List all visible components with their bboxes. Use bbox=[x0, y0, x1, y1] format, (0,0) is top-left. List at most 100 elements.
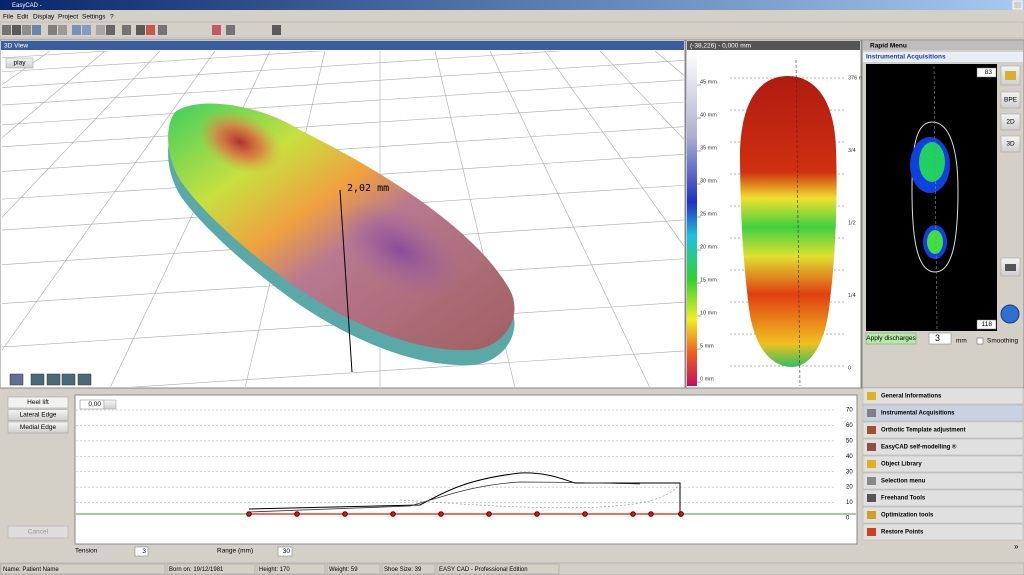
status-bar bbox=[0, 562, 1024, 575]
grid-line bbox=[2, 51, 161, 218]
control-point[interactable] bbox=[390, 511, 396, 517]
side-button[interactable] bbox=[1000, 113, 1021, 131]
bottom-input[interactable] bbox=[976, 319, 997, 330]
menu-entry[interactable] bbox=[862, 506, 1024, 524]
status-text: EASY CAD - Professional Edition bbox=[439, 567, 528, 573]
tool-button[interactable] bbox=[2, 25, 11, 35]
smoothing-value: 3 bbox=[935, 333, 940, 343]
menu-item[interactable]: Display bbox=[33, 14, 55, 21]
foot-pressure bbox=[740, 76, 837, 367]
window-title: EasyCAD - bbox=[12, 3, 42, 9]
control-point[interactable] bbox=[294, 511, 300, 517]
tool-button[interactable] bbox=[48, 25, 57, 35]
view-button[interactable] bbox=[46, 373, 61, 386]
profile-y-label: 70 bbox=[846, 408, 853, 414]
menu-item[interactable]: File bbox=[3, 14, 14, 21]
menu-entry[interactable] bbox=[862, 523, 1024, 541]
menu-entry-label: Optimization tools bbox=[881, 513, 934, 519]
menu-entry[interactable] bbox=[862, 438, 1024, 456]
tool-button[interactable] bbox=[212, 25, 221, 35]
view-button[interactable] bbox=[77, 373, 92, 386]
tool-button[interactable] bbox=[32, 25, 41, 35]
scroll-arrow[interactable]: » bbox=[1014, 542, 1019, 551]
tool-button[interactable] bbox=[272, 25, 281, 35]
control-point[interactable] bbox=[486, 511, 492, 517]
tool-button[interactable] bbox=[22, 25, 31, 35]
side-button[interactable] bbox=[1000, 135, 1021, 153]
scan-forefoot-core bbox=[919, 142, 945, 182]
close-button[interactable] bbox=[1012, 0, 1023, 10]
status-cell bbox=[381, 563, 436, 575]
view-button[interactable] bbox=[30, 373, 45, 386]
side-button[interactable] bbox=[1000, 91, 1021, 109]
tool-button[interactable] bbox=[96, 25, 105, 35]
menu-item[interactable]: Edit bbox=[17, 14, 28, 21]
tool-button[interactable] bbox=[226, 25, 235, 35]
menu-entry[interactable] bbox=[862, 421, 1024, 439]
nav-control[interactable] bbox=[1000, 304, 1020, 324]
tool-button[interactable] bbox=[122, 25, 131, 35]
tension-label: Tension bbox=[75, 548, 98, 555]
control-point[interactable] bbox=[342, 511, 348, 517]
edge-button[interactable] bbox=[7, 396, 69, 409]
menu-entry[interactable] bbox=[862, 489, 1024, 507]
tension-input[interactable] bbox=[134, 546, 149, 557]
status-cell bbox=[0, 563, 166, 575]
profile-graph bbox=[74, 394, 858, 545]
menu-entry-label: Object Library bbox=[881, 462, 922, 468]
profile-y-label: 20 bbox=[846, 485, 853, 491]
cancel-button[interactable] bbox=[7, 525, 69, 539]
tool-button[interactable] bbox=[106, 25, 115, 35]
edge-button-label: Heel lift bbox=[27, 399, 49, 406]
offset-spin[interactable] bbox=[103, 399, 117, 410]
smoothing-input[interactable] bbox=[928, 332, 952, 345]
profile-y-label: 50 bbox=[846, 438, 853, 444]
edge-button[interactable] bbox=[7, 409, 69, 421]
tool-button[interactable] bbox=[146, 25, 155, 35]
control-point[interactable] bbox=[648, 511, 654, 517]
scale-label: 15 mm bbox=[700, 277, 717, 283]
control-point[interactable] bbox=[534, 511, 540, 517]
menu-item[interactable]: Settings bbox=[82, 14, 106, 21]
tool-button[interactable] bbox=[58, 25, 67, 35]
control-point[interactable] bbox=[630, 511, 636, 517]
control-point[interactable] bbox=[438, 511, 444, 517]
control-point[interactable] bbox=[678, 511, 684, 517]
menu-item[interactable]: ? bbox=[110, 14, 114, 21]
menu-icon bbox=[867, 460, 876, 468]
menu-icon bbox=[867, 409, 876, 417]
view-button[interactable] bbox=[61, 373, 76, 386]
color-scale bbox=[687, 52, 697, 386]
tool-button[interactable] bbox=[72, 25, 81, 35]
menu-item[interactable]: Project bbox=[58, 14, 78, 21]
menu-entry[interactable] bbox=[862, 404, 1024, 422]
menu-entry-label: Orthotic Template adjustment bbox=[881, 428, 966, 434]
control-point[interactable] bbox=[582, 511, 588, 517]
length-mark: 0 bbox=[848, 365, 851, 371]
tool-button[interactable] bbox=[82, 25, 91, 35]
range-input[interactable] bbox=[277, 546, 293, 557]
scale-label: 20 mm bbox=[700, 244, 717, 250]
menu-entry[interactable] bbox=[862, 455, 1024, 473]
control-point[interactable] bbox=[246, 511, 252, 517]
menu-icon bbox=[867, 392, 876, 400]
view-button[interactable] bbox=[9, 373, 24, 386]
smoothing-checkbox[interactable] bbox=[976, 337, 984, 345]
grid-line bbox=[599, 51, 684, 140]
measurement: 2,02 mm bbox=[347, 183, 389, 194]
grid-line bbox=[2, 51, 106, 139]
tool-button[interactable] bbox=[158, 25, 167, 35]
edge-button[interactable] bbox=[7, 421, 69, 434]
top-input[interactable] bbox=[976, 67, 997, 78]
apply-button[interactable] bbox=[865, 332, 917, 345]
status-text: Weight: 59 bbox=[329, 567, 358, 573]
menu-entry-label: Instrumental Acquisitions bbox=[881, 411, 955, 417]
tool-button[interactable] bbox=[136, 25, 145, 35]
menu-entry[interactable] bbox=[862, 472, 1024, 490]
tension-value: 3 bbox=[142, 548, 146, 555]
grid-line bbox=[2, 51, 325, 73]
scale-label: 0 mm bbox=[700, 376, 714, 382]
tool-button[interactable] bbox=[12, 25, 21, 35]
play-button[interactable] bbox=[5, 57, 34, 69]
menu-entry[interactable] bbox=[862, 387, 1024, 405]
